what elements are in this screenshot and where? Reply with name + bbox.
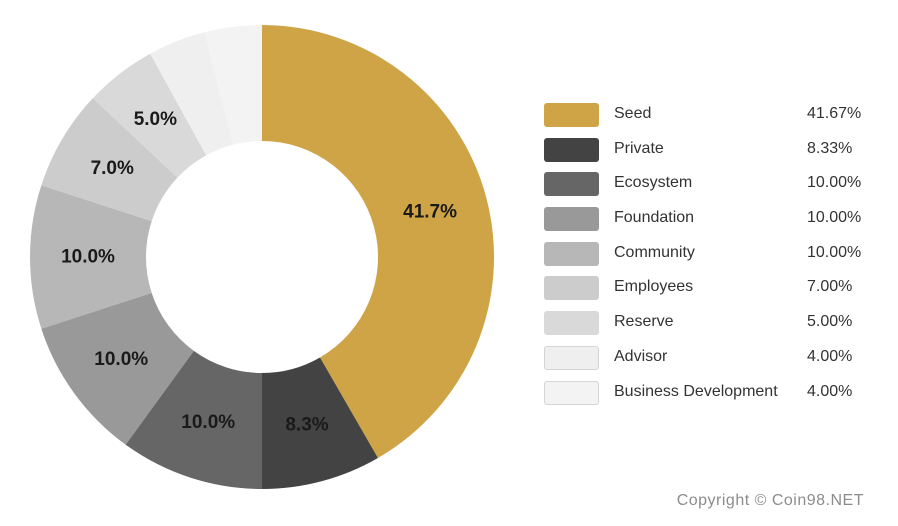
- legend-label: Seed: [614, 105, 652, 122]
- donut-slices: [30, 25, 494, 489]
- legend-item: Seed 41.67%: [544, 100, 884, 135]
- legend-swatch: [544, 380, 599, 405]
- legend-value: 8.33%: [807, 139, 853, 157]
- legend-swatch: [544, 345, 599, 370]
- slice-label-seed: 41.7%: [403, 201, 457, 222]
- legend-item: Reserve 5.00%: [544, 308, 884, 343]
- legend-label: Ecosystem: [614, 174, 693, 192]
- legend-value: 10.00%: [807, 243, 862, 261]
- legend-swatch: [544, 207, 599, 232]
- donut-slice-labels: 41.7% 8.3% 10.0% 10.0% 10.0% 7.0% 5.0%: [61, 109, 457, 436]
- slice-seed: [262, 25, 494, 458]
- legend-label: Foundation: [614, 209, 695, 227]
- legend-item: Private 8.33%: [544, 135, 884, 170]
- legend-item: Advisor 4.00%: [544, 343, 884, 378]
- legend-swatch: [544, 311, 599, 336]
- slice-label-private: 8.3%: [285, 415, 328, 436]
- legend-item: Ecosystem 10.00%: [544, 169, 884, 204]
- legend-value: 4.00%: [807, 347, 853, 365]
- slice-employees: [41, 98, 178, 222]
- slice-label-community: 10.0%: [61, 247, 115, 268]
- legend-item: Community 10.00%: [544, 239, 884, 274]
- legend-value: 10.00%: [807, 174, 862, 192]
- slice-label-employees: 7.0%: [91, 158, 134, 179]
- slice-private: [262, 357, 378, 489]
- slice-reserve: [92, 53, 207, 178]
- legend-item: Foundation 10.00%: [544, 204, 884, 239]
- legend-swatch: [544, 172, 599, 197]
- legend-swatch: [544, 137, 599, 162]
- slice-ecosystem: [125, 350, 262, 489]
- legend-label: Employees: [614, 278, 694, 296]
- slice-label-ecosystem: 10.0%: [181, 412, 235, 433]
- legend-label: Business Development: [614, 382, 778, 400]
- slice-business-development: [204, 25, 262, 145]
- slice-community: [30, 185, 152, 329]
- legend-item: Business Development 4.00%: [544, 378, 884, 413]
- legend-value: 4.00%: [807, 382, 853, 400]
- legend-value: 41.67%: [807, 105, 862, 122]
- slice-advisor: [150, 32, 234, 156]
- legend-label: Advisor: [614, 347, 668, 365]
- slice-label-reserve: 5.0%: [134, 109, 177, 130]
- legend-swatch: [544, 103, 599, 127]
- legend-value: 5.00%: [807, 313, 853, 331]
- legend-value: 7.00%: [807, 278, 853, 296]
- legend-label: Community: [614, 243, 695, 261]
- legend-item: Employees 7.00%: [544, 273, 884, 308]
- legend-label: Private: [614, 139, 664, 157]
- legend-label: Reserve: [614, 313, 674, 331]
- legend-swatch: [544, 241, 599, 266]
- slice-foundation: [41, 292, 194, 445]
- legend-swatch: [544, 276, 599, 301]
- copyright-text: Copyright © Coin98.NET: [676, 492, 864, 509]
- legend-value: 10.00%: [807, 209, 862, 227]
- slice-label-foundation: 10.0%: [94, 349, 148, 370]
- chart-legend: Seed 41.67% Private 8.33% Ecosystem 10.00% Fou…: [544, 100, 884, 412]
